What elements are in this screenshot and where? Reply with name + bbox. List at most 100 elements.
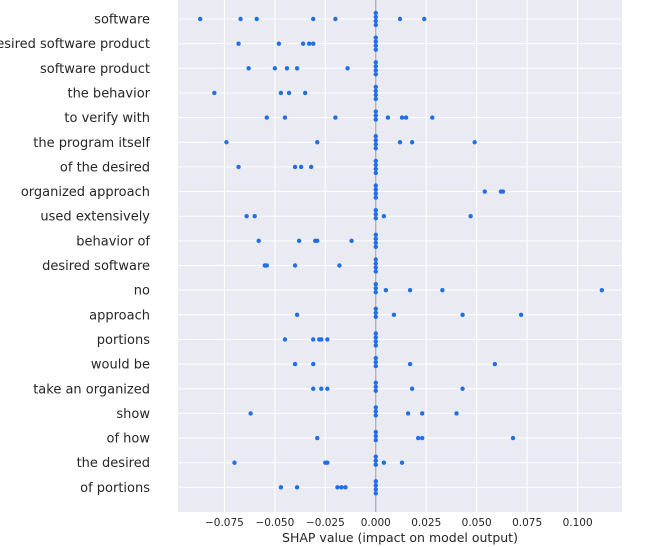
data-point <box>264 263 269 268</box>
data-point <box>373 261 378 266</box>
data-point <box>373 310 378 315</box>
feature-label: behavior of <box>76 234 150 249</box>
data-point <box>325 460 330 465</box>
data-point <box>373 158 378 164</box>
data-point <box>373 35 378 40</box>
data-point <box>311 361 316 367</box>
data-point <box>405 411 411 416</box>
data-point <box>399 115 405 120</box>
data-point <box>373 437 378 443</box>
data-point <box>311 337 316 342</box>
data-point <box>373 363 378 369</box>
data-point <box>373 244 378 250</box>
data-point <box>373 216 378 221</box>
data-point <box>381 460 387 465</box>
data-point <box>296 238 302 244</box>
data-point <box>373 92 378 98</box>
data-point <box>311 16 316 22</box>
data-point <box>236 164 241 170</box>
data-point <box>373 269 378 274</box>
data-point <box>373 487 378 492</box>
data-point <box>264 115 269 120</box>
data-point <box>238 16 243 22</box>
data-point <box>373 64 378 69</box>
feature-label: no <box>134 284 150 299</box>
data-point <box>311 41 316 46</box>
data-point <box>409 140 415 145</box>
data-point <box>373 335 378 340</box>
data-point <box>373 134 378 139</box>
data-point <box>286 90 292 96</box>
data-point <box>385 115 391 120</box>
data-point <box>373 314 378 319</box>
data-point <box>236 41 241 46</box>
data-point <box>373 491 378 496</box>
data-point <box>315 435 320 441</box>
x-tick-label: −0.025 <box>306 517 345 529</box>
data-point <box>282 337 288 342</box>
data-point <box>373 413 378 418</box>
data-point <box>319 386 324 391</box>
data-point <box>232 460 237 465</box>
feature-label: of portions <box>80 481 150 496</box>
feature-labels: software desired software product software… <box>0 13 151 496</box>
data-point <box>460 312 465 317</box>
feature-label: organized approach <box>21 185 150 200</box>
data-point <box>399 460 405 465</box>
data-point <box>373 409 378 414</box>
data-point <box>373 405 378 410</box>
data-point <box>292 361 298 367</box>
x-tick-label: 0.000 <box>361 517 391 529</box>
data-point <box>298 164 304 170</box>
feature-label: to verify with <box>64 111 150 126</box>
data-point <box>278 485 284 490</box>
data-point <box>284 66 290 71</box>
data-point <box>294 66 300 71</box>
data-point <box>198 16 203 22</box>
data-point <box>373 236 378 242</box>
data-point <box>373 14 378 20</box>
data-point <box>335 485 340 490</box>
data-point <box>500 189 506 194</box>
data-point <box>373 183 378 188</box>
data-point <box>373 191 378 196</box>
data-point <box>409 386 415 391</box>
data-point <box>373 433 378 439</box>
data-point <box>468 214 473 219</box>
feature-label: desired software <box>42 259 150 274</box>
x-tick-label: −0.075 <box>205 517 244 529</box>
plot-area <box>178 0 622 512</box>
data-points <box>198 10 605 496</box>
data-point <box>272 66 278 71</box>
feature-label: the desired <box>77 456 150 471</box>
feature-label: of how <box>107 432 151 447</box>
x-tick-label: 0.075 <box>512 517 542 529</box>
data-point <box>422 16 427 22</box>
data-point <box>373 388 378 393</box>
feature-label: of the desired <box>60 160 150 175</box>
data-point <box>397 140 403 145</box>
data-point <box>373 479 378 484</box>
data-point <box>373 88 378 94</box>
feature-label: the program itself <box>33 136 150 151</box>
data-point <box>311 386 316 391</box>
x-tick-label: 0.025 <box>411 517 441 529</box>
data-point <box>407 287 413 293</box>
data-point <box>373 289 378 295</box>
data-point <box>373 22 378 28</box>
data-point <box>309 164 314 170</box>
data-point <box>373 483 378 488</box>
data-point <box>248 411 253 416</box>
data-point <box>349 238 354 244</box>
data-point <box>373 454 378 459</box>
data-point <box>391 312 397 317</box>
data-point <box>302 90 308 96</box>
data-point <box>373 170 378 176</box>
data-point <box>403 115 409 120</box>
feature-label: software product <box>40 62 150 77</box>
feature-label: would be <box>91 358 150 373</box>
data-point <box>300 41 306 46</box>
data-point <box>373 380 378 385</box>
data-point <box>482 189 487 194</box>
data-point <box>373 257 378 262</box>
